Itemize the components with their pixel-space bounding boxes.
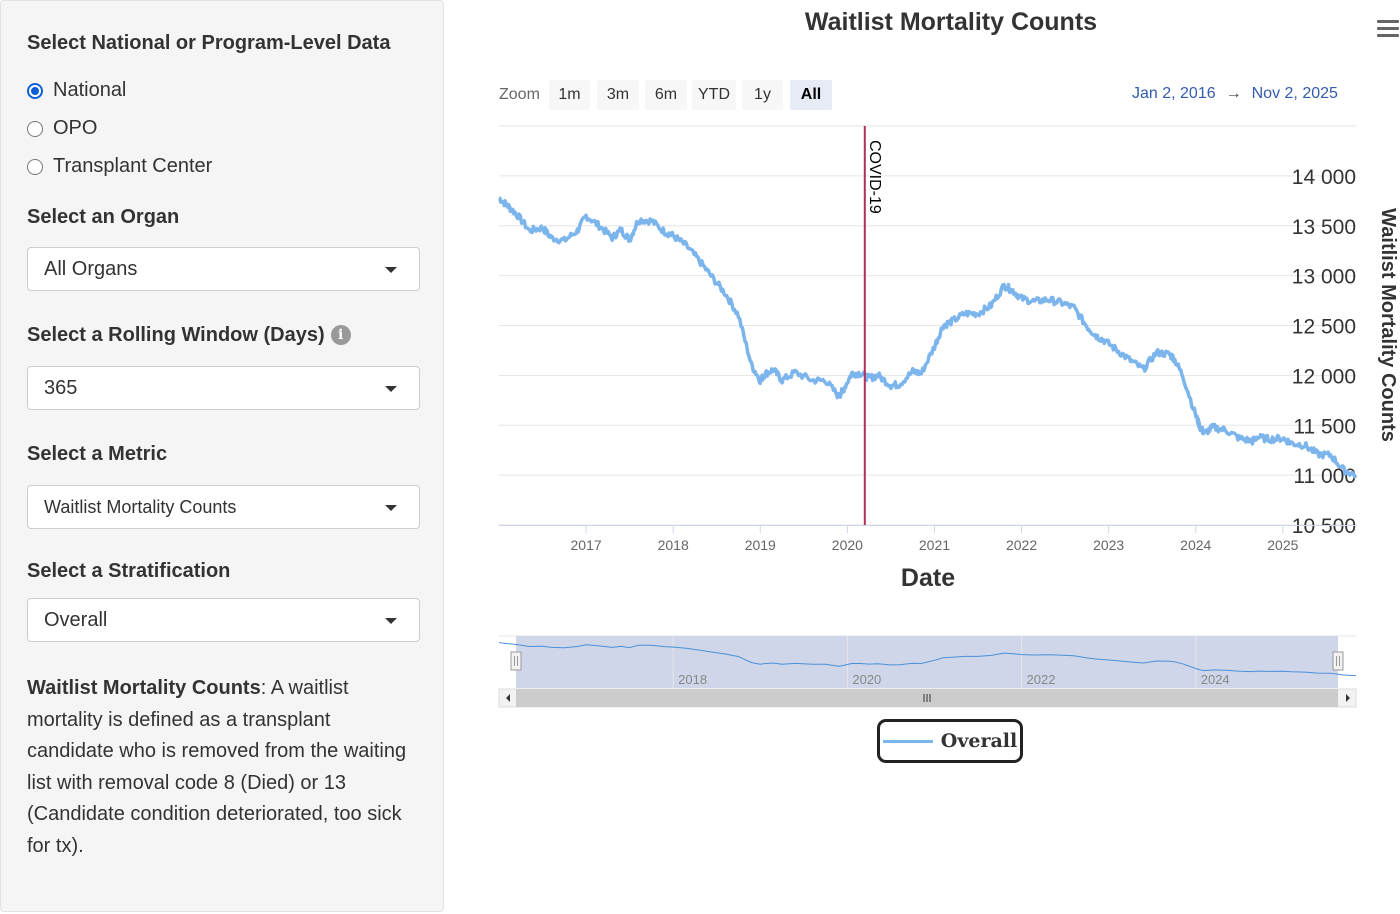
- y-tick-label: 14 000: [1292, 166, 1356, 189]
- zoom-3m-button[interactable]: 3m: [597, 80, 639, 110]
- metric-description: Waitlist Mortality Counts: A waitlist mo…: [27, 673, 422, 862]
- stratification-select[interactable]: Overall: [27, 598, 420, 642]
- radio-national-circle[interactable]: [27, 82, 43, 99]
- series-line-overall: [498, 196, 1358, 479]
- scroll-right-arrow-icon: [1346, 694, 1350, 702]
- metric-description-text: : A waitlist mortality is defined as a t…: [27, 677, 407, 857]
- level-label: Select National or Program-Level Data: [27, 32, 391, 54]
- x-tick-label: 2023: [1093, 537, 1124, 553]
- zoom-1y-button[interactable]: 1y: [742, 80, 783, 110]
- radio-national-label: National: [53, 79, 127, 101]
- zoom-ytd-button[interactable]: YTD: [692, 80, 736, 110]
- organ-select[interactable]: All Organs: [27, 247, 420, 291]
- x-tick-label: 2018: [658, 537, 689, 553]
- metric-select[interactable]: Waitlist Mortality Counts: [27, 485, 420, 529]
- metric-select-value: Waitlist Mortality Counts: [44, 496, 237, 517]
- navigator-tick-label: 2022: [1027, 672, 1056, 687]
- x-tick-label: 2022: [1006, 537, 1037, 553]
- y-axis-title: Waitlist Mortality Counts: [1377, 208, 1399, 442]
- legend-line-symbol: [882, 739, 933, 743]
- x-tick-label: 2021: [919, 537, 950, 553]
- stratification-select-value: Overall: [44, 608, 108, 631]
- range-arrow: →: [1225, 85, 1242, 102]
- hamburger-menu-icon[interactable]: [1377, 20, 1399, 40]
- window-label: Select a Rolling Window (Days) i: [27, 324, 351, 347]
- navigator-tick-label: 2020: [852, 672, 881, 687]
- navigator-left-handle: [510, 651, 522, 671]
- sidebar-panel: Select National or Program-Level Data Na…: [0, 0, 444, 912]
- organ-label: Select an Organ: [27, 206, 180, 228]
- radio-opo-label: OPO: [53, 117, 98, 139]
- zoom-1m-button[interactable]: 1m: [549, 80, 590, 110]
- x-tick-label: 2017: [571, 537, 602, 553]
- scrollbar-track: [498, 688, 1357, 708]
- x-tick-label: 2020: [832, 537, 863, 553]
- covid-plot-line-label: COVID-19: [866, 140, 883, 214]
- caret-down-icon: [385, 505, 397, 511]
- radio-opo[interactable]: OPO: [27, 117, 97, 140]
- navigator-right-handle: [1332, 651, 1344, 671]
- y-tick-label: 10 500: [1292, 515, 1356, 538]
- y-tick-label: 13 500: [1292, 216, 1356, 239]
- y-tick-label: 12 000: [1292, 365, 1356, 388]
- y-tick-label: 13 000: [1292, 266, 1356, 289]
- window-select-value: 365: [44, 376, 78, 399]
- y-tick-label: 11 000: [1293, 465, 1356, 488]
- zoom-6m-button[interactable]: 6m: [645, 80, 687, 110]
- caret-down-icon: [385, 618, 397, 624]
- y-tick-label: 12 500: [1292, 316, 1356, 339]
- chart-title: Waitlist Mortality Counts: [804, 8, 1098, 36]
- radio-national[interactable]: National: [27, 79, 126, 102]
- navigator-tick-label: 2018: [678, 672, 707, 687]
- zoom-label: Zoom: [499, 86, 540, 103]
- info-icon[interactable]: i: [330, 325, 351, 345]
- range-from-input[interactable]: Jan 2, 2016: [1132, 85, 1216, 102]
- zoom-all-button[interactable]: All: [790, 80, 832, 110]
- navigator-mask: [516, 636, 1338, 688]
- y-tick-label: 11 500: [1293, 415, 1356, 438]
- caret-down-icon: [385, 386, 397, 392]
- legend-item-overall[interactable]: Overall: [877, 719, 1023, 763]
- metric-description-title: Waitlist Mortality Counts: [27, 677, 261, 699]
- x-tick-label: 2025: [1267, 537, 1298, 553]
- radio-transplant-center[interactable]: Transplant Center: [27, 155, 212, 178]
- window-label-text: Select a Rolling Window (Days): [27, 324, 325, 346]
- x-axis-title: Date: [901, 564, 955, 592]
- window-select[interactable]: 365: [27, 366, 420, 410]
- radio-opo-circle[interactable]: [27, 120, 43, 137]
- stratification-label: Select a Stratification: [27, 560, 231, 582]
- range-to-input[interactable]: Nov 2, 2025: [1251, 85, 1338, 102]
- legend-label: Overall: [940, 730, 1018, 752]
- scrollbar-thumb: [516, 689, 1338, 707]
- organ-select-value: All Organs: [44, 257, 138, 280]
- caret-down-icon: [385, 267, 397, 273]
- scroll-left-arrow-icon: [506, 694, 510, 702]
- x-tick-label: 2019: [745, 537, 776, 553]
- navigator-series-line: [498, 642, 1357, 677]
- radio-transplant-center-label: Transplant Center: [53, 155, 213, 177]
- navigator-tick-label: 2024: [1201, 672, 1230, 687]
- radio-transplant-center-circle[interactable]: [27, 158, 43, 175]
- date-range: Jan 2, 2016 → Nov 2, 2025: [1132, 85, 1338, 103]
- x-tick-label: 2024: [1180, 537, 1211, 553]
- metric-label: Select a Metric: [27, 443, 168, 465]
